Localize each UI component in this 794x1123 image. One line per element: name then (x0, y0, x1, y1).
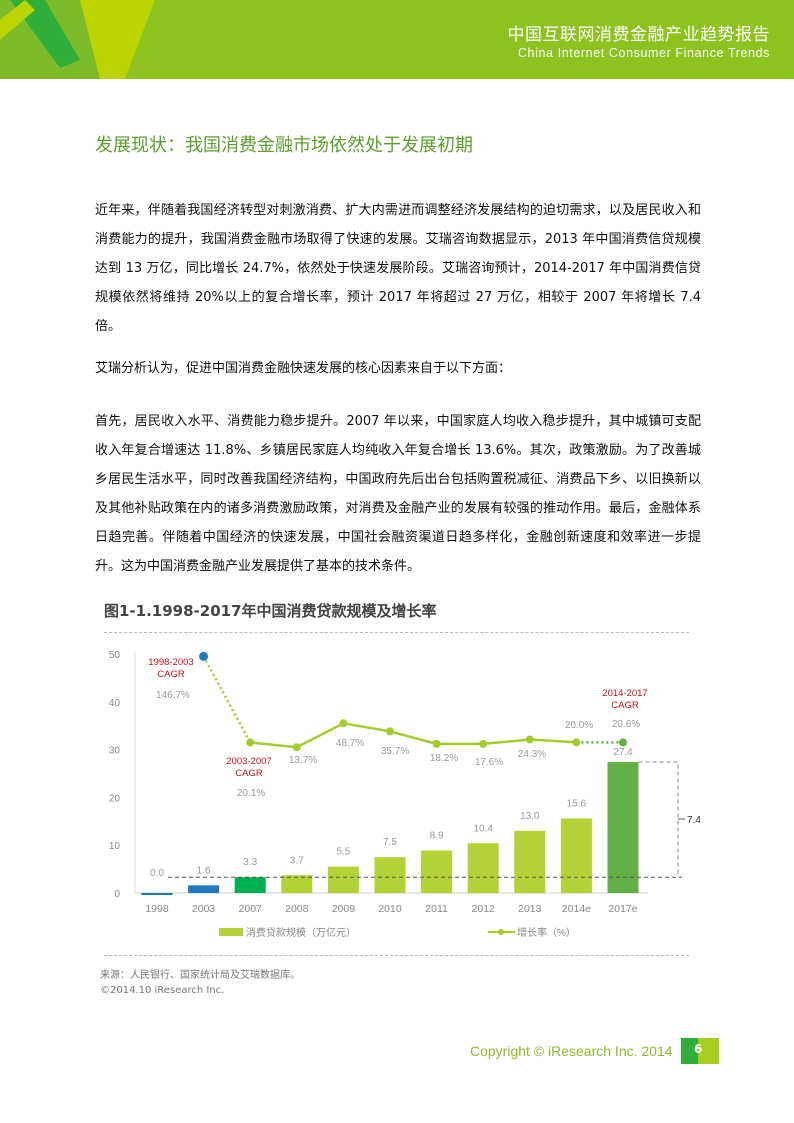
growth-point-2012 (479, 739, 488, 748)
report-subtitle: China Internet Consumer Finance Trends (517, 46, 770, 60)
bar-value-label: 5.5 (336, 847, 350, 858)
x-tick-label: 2012 (472, 903, 496, 915)
chart: 0 10 20 30 40 50 0.0 1998 1.6 2003 3.3 2007 3.7 2008 5… (109, 650, 700, 939)
growth-rate-label: 18.2% (430, 753, 458, 764)
bar-1998 (141, 893, 173, 895)
bar-value-label: 1.6 (197, 865, 211, 876)
figure-top-rule (104, 632, 689, 633)
bar-value-label: 27.4 (613, 747, 633, 758)
bar-value-label: 15.6 (567, 798, 587, 809)
x-tick-label: 2009 (332, 903, 356, 915)
cagr-annotation: 2014-2017 (602, 688, 647, 699)
growth-point-2008 (292, 743, 301, 752)
bar-value-label: 8.9 (430, 830, 444, 841)
multiplier-label: 7.4倍 (687, 813, 700, 826)
chart-copyright: ©2014.10 iResearch Inc. (100, 985, 225, 996)
page-number: 6 (694, 1042, 703, 1056)
growth-point-2017e (619, 738, 627, 747)
growth-rate-label: 48.7% (336, 738, 364, 749)
growth-bracket (638, 761, 679, 878)
bar-2007 (234, 877, 266, 893)
growth-line-dotted-1998-2007 (202, 655, 252, 744)
growth-point-2007 (246, 738, 255, 747)
y-tick-label: 20 (109, 793, 121, 804)
bar-2009 (327, 866, 359, 893)
footer-copyright: Copyright © iResearch Inc. 2014 (470, 1043, 673, 1059)
cagr-annotation: 2003-2007 (226, 756, 271, 767)
cagr-annotation: CAGR (235, 768, 263, 779)
x-tick-label: 2014e (562, 903, 591, 915)
growth-point-2014e (572, 738, 581, 747)
growth-line (250, 722, 577, 749)
x-tick-label: 1998 (145, 903, 169, 915)
growth-rate-label: 17.6% (475, 757, 503, 768)
legend-bar-swatch (219, 928, 243, 936)
bar-2012 (467, 843, 499, 893)
growth-rate-label: 20.6% (612, 719, 640, 730)
cagr-annotation: 1998-2003 (148, 657, 193, 668)
x-tick-label: 2010 (378, 903, 402, 915)
bar-value-label: 10.4 (473, 823, 493, 834)
x-tick-label: 2003 (192, 903, 216, 915)
bar-value-label: 7.5 (383, 837, 397, 848)
x-tick-label: 2011 (425, 903, 448, 915)
growth-rate-label: 20.0% (565, 720, 593, 731)
bar-2017e (607, 762, 639, 893)
legend-bar-label: 消费贷款规模（万亿元） (246, 926, 356, 939)
x-tick-label: 2017e (608, 903, 637, 915)
bar-2003 (188, 885, 220, 893)
page-number-badge: 6 (681, 1038, 719, 1064)
y-tick-label: 10 (109, 841, 121, 852)
y-tick-label: 0 (114, 889, 120, 900)
report-title: 中国互联网消费金融产业趋势报告 (507, 25, 770, 45)
legend-line-marker (498, 929, 504, 935)
growth-rate-label: 24.3% (518, 749, 546, 760)
bar-value-label: 3.7 (290, 855, 304, 866)
figure-bottom-rule (104, 955, 689, 956)
section-title: 发展现状：我国消费金融市场依然处于发展初期 (95, 135, 473, 156)
header-decoration (0, 0, 155, 79)
bar-2013 (514, 830, 546, 893)
paragraph-2: 艾瑞分析认为，促进中国消费金融快速发展的核心因素来自于以下方面： (95, 361, 512, 376)
cagr-annotation: CAGR (611, 700, 639, 711)
paragraph-3: 首先，居民收入水平、消费能力稳步提升。2007 年以来，中国家庭人均收入稳步提升… (95, 414, 701, 574)
legend-line-label: 增长率（%） (517, 926, 576, 939)
cagr-annotation: CAGR (157, 669, 185, 680)
bar-2011 (421, 850, 453, 893)
growth-rate-label: 146.7% (156, 690, 190, 701)
figure-title: 图1-1.1998-2017年中国消费贷款规模及增长率 (104, 602, 437, 620)
bar-value-label: 13.0 (520, 811, 540, 822)
y-tick-label: 40 (109, 698, 121, 709)
bar-2008 (281, 875, 313, 893)
growth-point-2003 (199, 651, 209, 661)
y-tick-label: 30 (109, 746, 121, 757)
paragraph-1: 近年来，伴随着我国经济转型对刺激消费、扩大内需进而调整经济发展结构的迫切需求，以… (95, 203, 701, 334)
growth-rate-label: 35.7% (381, 746, 409, 757)
y-tick-label: 50 (109, 650, 121, 661)
bar-value-label: 0.0 (150, 868, 164, 879)
bar-2010 (374, 857, 406, 893)
growth-point-2011 (432, 739, 441, 748)
growth-point-2010 (386, 727, 394, 736)
x-tick-label: 2013 (518, 903, 542, 915)
x-tick-label: 2007 (239, 903, 263, 915)
growth-rate-label: 20.1% (237, 788, 265, 799)
growth-rate-label: 13.7% (289, 755, 317, 766)
header-banner: 中国互联网消费金融产业趋势报告 China Internet Consumer … (0, 0, 794, 79)
source-note: 来源：人民银行、国家统计局及艾瑞数据库。 (100, 970, 300, 981)
bar-2014e (560, 818, 592, 893)
x-tick-label: 2008 (285, 903, 309, 915)
growth-point-2013 (525, 735, 534, 744)
growth-point-2009 (339, 719, 348, 728)
bar-value-label: 3.3 (243, 857, 257, 868)
